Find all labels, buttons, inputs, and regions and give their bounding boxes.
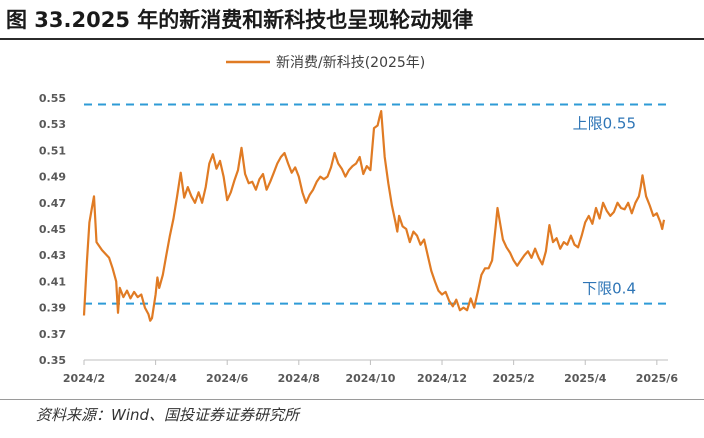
y-tick-label: 0.41 [39, 275, 66, 288]
title-divider [0, 38, 704, 40]
threshold-lines: 上限0.55 下限0.4 [84, 103, 668, 305]
y-tick-label: 0.43 [39, 249, 66, 262]
legend-label: 新消费/新科技(2025年) [276, 55, 425, 71]
source-divider [0, 399, 704, 400]
threshold-label: 下限0.4 [582, 280, 636, 298]
x-tick-label: 2025/6 [636, 372, 679, 385]
x-tick-label: 2024/8 [278, 372, 320, 385]
source-note: 资料来源：Wind、国投证券证券研究所 [36, 406, 300, 424]
x-tick-label: 2024/10 [345, 372, 395, 385]
x-tick-label: 2024/6 [206, 372, 249, 385]
y-tick-label: 0.47 [39, 197, 66, 210]
threshold-label: 上限0.55 [573, 115, 636, 133]
y-tick-label: 0.49 [39, 171, 66, 184]
y-tick-label: 0.37 [39, 328, 66, 341]
y-tick-label: 0.51 [39, 144, 66, 157]
x-axis-ticks: 2024/2 2024/4 2024/6 2024/8 2024/10 2024/12 20… [63, 360, 678, 385]
x-tick-label: 2024/12 [417, 372, 467, 385]
legend: 新消费/新科技(2025年) [226, 55, 425, 71]
x-tick-label: 2025/2 [492, 372, 534, 385]
x-tick-label: 2024/2 [63, 372, 105, 385]
x-tick-label: 2024/4 [134, 372, 177, 385]
y-tick-label: 0.45 [39, 223, 66, 236]
series-line [82, 110, 666, 322]
y-tick-label: 0.55 [39, 92, 66, 105]
y-tick-label: 0.39 [39, 302, 66, 315]
y-tick-label: 0.53 [39, 118, 66, 131]
y-tick-label: 0.35 [39, 354, 66, 367]
x-tick-label: 2025/4 [564, 372, 607, 385]
figure-title: 图 33.2025 年的新消费和新科技也呈现轮动规律 [6, 8, 474, 32]
y-axis-ticks: 0.35 0.37 0.39 0.41 0.43 0.45 0.47 0.49 0.51 0.53… [39, 92, 66, 367]
